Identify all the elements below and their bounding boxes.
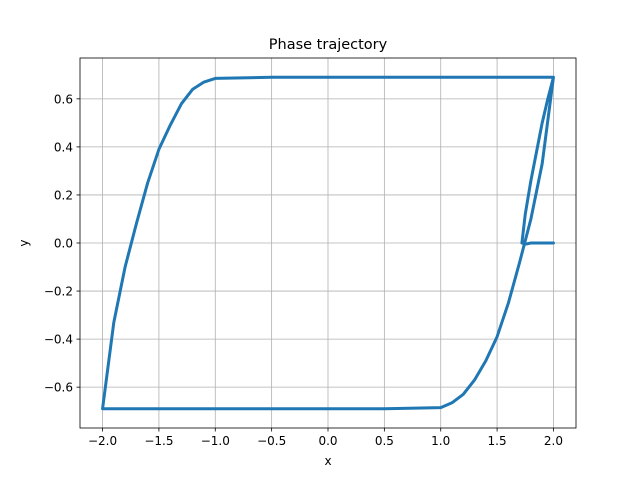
series-line (101, 75, 555, 411)
ticks: −2.0 −1.5 −1.0 −0.5 0.0 0.5 1.0 1.5 2.0 −0.6 −0.4 −… (44, 92, 563, 448)
x-tick-label: 0.5 (375, 434, 394, 448)
y-tick-label: −0.2 (44, 285, 73, 299)
y-tick-label: 0.2 (54, 188, 73, 202)
x-axis-label: x (324, 454, 331, 468)
x-tick-label: −1.5 (144, 434, 173, 448)
y-tick-label: 0.0 (54, 237, 73, 251)
x-tick-label: −2.0 (88, 434, 117, 448)
x-tick-label: 0.0 (318, 434, 337, 448)
y-axis-label: y (17, 239, 31, 246)
x-tick-label: 2.0 (544, 434, 563, 448)
x-tick-label: 1.5 (488, 434, 507, 448)
y-tick-label: 0.4 (54, 140, 73, 154)
y-tick-label: −0.4 (44, 333, 73, 347)
y-tick-label: 0.6 (54, 92, 73, 106)
y-tick-label: −0.6 (44, 381, 73, 395)
x-tick-label: 1.0 (431, 434, 450, 448)
chart-title: Phase trajectory (269, 37, 388, 53)
x-tick-label: −1.0 (201, 434, 230, 448)
plot-series (101, 75, 555, 411)
grid (80, 58, 576, 428)
x-tick-label: −0.5 (257, 434, 286, 448)
